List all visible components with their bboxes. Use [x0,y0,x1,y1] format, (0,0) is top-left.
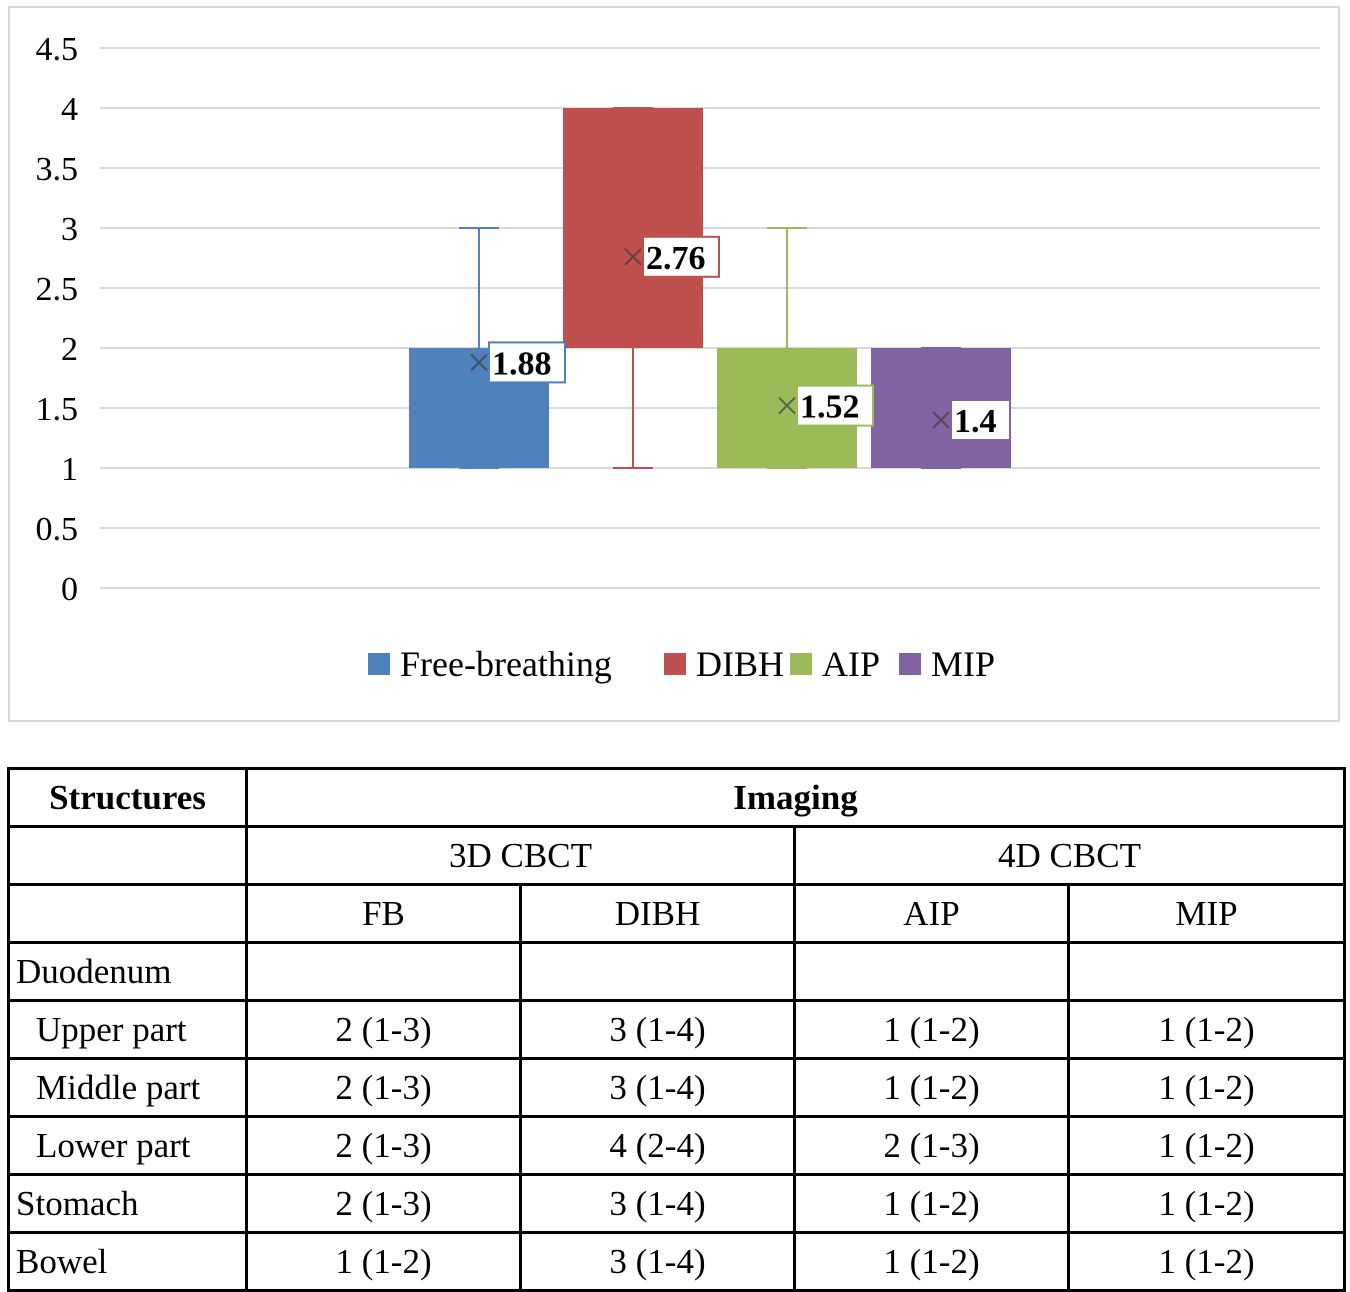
y-tick-label: 0.5 [36,511,79,548]
box-aip [717,227,857,469]
mean-label-box [796,384,874,427]
cell-dibh: 3 (1-4) [519,1231,796,1292]
cell-mip [1066,941,1347,1002]
y-tick-label: 1.5 [36,391,79,428]
cell-dibh: 3 (1-4) [519,999,796,1060]
cell-aip: 1 (1-2) [793,1057,1070,1118]
cell-mip: 1 (1-2) [1066,1173,1347,1234]
column-mip: MIP [1066,883,1347,944]
legend-entry: MIP [931,644,995,684]
empty-cell [7,883,248,944]
column-fb: FB [245,883,522,944]
table-row: Lower part 2 (1-3) 4 (2-4) 2 (1-3) 1 (1-… [7,1115,1347,1176]
mean-data-label: 1.4 [954,403,997,440]
legend-swatch [664,653,686,675]
table-row: Bowel 1 (1-2) 3 (1-4) 1 (1-2) 1 (1-2) [7,1231,1347,1292]
mean-label-box [642,235,720,278]
mean-data-label: 1.52 [800,389,860,426]
cell-aip: 1 (1-2) [793,1231,1070,1292]
cell-fb: 2 (1-3) [245,1057,522,1118]
mean-marker [624,248,642,266]
box-free-breathing [409,227,549,469]
cell-dibh [519,941,796,1002]
group-4d-cbct: 4D CBCT [792,825,1347,886]
cell-mip: 1 (1-2) [1066,1115,1347,1176]
header-structures: Structures [7,767,248,828]
legend-entry: AIP [822,644,880,684]
mean-marker [778,396,796,415]
cell-fb: 2 (1-3) [245,1173,522,1234]
cell-aip: 1 (1-2) [793,1173,1070,1234]
group-3d-cbct: 3D CBCT [245,825,796,886]
mean-marker [932,411,950,429]
legend-swatch [368,653,390,675]
table-row: Middle part 2 (1-3) 3 (1-4) 1 (1-2) 1 (1… [7,1057,1347,1118]
y-tick-label: 2.5 [36,271,79,308]
legend-swatch [790,653,812,675]
legend-entry: DIBH [696,644,784,684]
box-plot-chart: 00.511.522.533.544.5 1.882.761.52 1.4 Fre… [36,31,1320,684]
row-label: Bowel [7,1231,248,1292]
cell-aip [793,941,1070,1002]
y-tick-label: 4.5 [36,31,79,68]
cell-dibh: 3 (1-4) [519,1057,796,1118]
y-tick-label: 1 [61,451,78,488]
y-tick-label: 3.5 [36,151,79,188]
cell-fb: 2 (1-3) [245,999,522,1060]
y-tick-label: 2 [61,331,78,368]
cell-fb: 1 (1-2) [245,1231,522,1292]
box-body [563,108,703,348]
mean-data-label: 2.76 [646,240,706,277]
cell-mip: 1 (1-2) [1066,1231,1347,1292]
mean-marker [470,353,488,372]
cell-aip: 2 (1-3) [793,1115,1070,1176]
column-dibh: DIBH [519,883,796,944]
table-group-row: 3D CBCT 4D CBCT [7,825,1347,886]
column-aip: AIP [793,883,1070,944]
mean-label-box [488,341,566,384]
table-row: Upper part 2 (1-3) 3 (1-4) 1 (1-2) 1 (1-… [7,999,1347,1060]
cell-fb: 2 (1-3) [245,1115,522,1176]
y-tick-label: 4 [61,91,78,128]
cell-aip: 1 (1-2) [793,999,1070,1060]
row-label: Lower part [7,1115,248,1176]
cell-mip: 1 (1-2) [1066,1057,1347,1118]
legend-entry: Free-breathing [400,644,612,684]
row-label: Duodenum [7,941,248,1002]
table-column-row: FB DIBH AIP MIP [7,883,1347,944]
cell-dibh: 4 (2-4) [519,1115,796,1176]
cell-dibh: 3 (1-4) [519,1173,796,1234]
header-imaging: Imaging [244,767,1347,828]
cell-fb [245,941,522,1002]
table-row: Stomach 2 (1-3) 3 (1-4) 1 (1-2) 1 (1-2) [7,1173,1347,1234]
empty-cell [7,825,248,886]
mean-data-label: 1.88 [492,345,552,382]
row-label: Middle part [7,1057,248,1118]
cell-mip: 1 (1-2) [1066,999,1347,1060]
legend-swatch [899,653,921,675]
row-label: Stomach [7,1173,248,1234]
row-label: Upper part [7,999,248,1060]
y-tick-label: 3 [61,211,78,248]
box-dibh [563,107,703,469]
y-tick-label: 0 [61,571,78,608]
table-row: Duodenum [7,941,1347,1002]
mean-label-box [950,399,1011,441]
data-table: Structures Imaging 3D CBCT 4D CBCT FB DI… [7,767,1347,1292]
chart-frame: 0 0.5 1 1.5 2 2.5 3 3.5 4 4.5 1.88 2.76 1.52 1.4 Fre… [8,6,1340,722]
table-header-row: Structures Imaging [7,767,1347,828]
